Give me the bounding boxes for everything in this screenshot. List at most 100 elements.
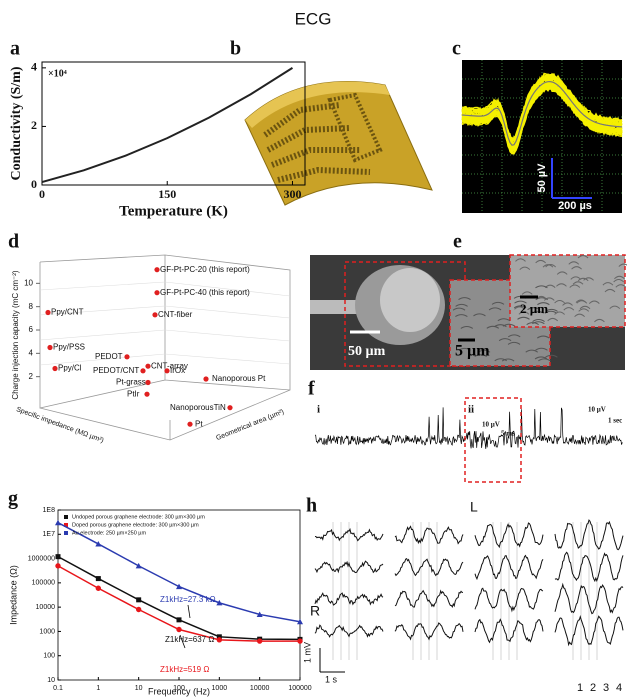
- marker: [95, 576, 101, 582]
- texture: [473, 313, 486, 317]
- texture: [535, 259, 546, 264]
- data-line: [41, 67, 294, 184]
- texture: [545, 264, 556, 268]
- trace: [474, 522, 544, 549]
- panel-label: c: [452, 38, 461, 60]
- y-tick-label: 10000: [36, 604, 56, 611]
- side-label: L: [470, 499, 478, 515]
- trace: [394, 622, 464, 641]
- y-tick-label: 2: [31, 118, 37, 132]
- texture: [474, 354, 487, 358]
- texture: [609, 305, 621, 309]
- texture: [460, 325, 474, 329]
- scale-label: 2 µm: [520, 301, 548, 316]
- texture: [488, 307, 502, 311]
- texture: [498, 338, 512, 342]
- trace: [474, 587, 544, 613]
- channel-label: 1: [577, 682, 583, 694]
- texture: [513, 305, 527, 309]
- annotation: Z1kHz=519 Ω: [160, 665, 209, 674]
- channel-label: 2: [590, 682, 596, 694]
- texture: [577, 255, 589, 259]
- y-tick-label: 10: [47, 677, 55, 684]
- texture: [570, 276, 582, 280]
- x-tick-label: 1: [96, 685, 100, 692]
- trace: [314, 560, 384, 574]
- y-tick-label: 4: [31, 60, 37, 74]
- texture: [576, 300, 588, 304]
- point-label: PtIr: [127, 389, 140, 398]
- legend-swatch: [64, 531, 68, 535]
- marker: [216, 599, 223, 606]
- figure-title: ECG: [295, 9, 332, 28]
- legend-label: Undoped porous graphene electrode: 300 µ…: [72, 514, 205, 520]
- texture: [458, 347, 471, 351]
- point-label: NanoporousTiN: [170, 403, 226, 412]
- texture: [517, 316, 530, 320]
- annotation-arrow: [179, 634, 186, 649]
- texture: [535, 285, 548, 289]
- texture: [477, 349, 491, 353]
- texture: [563, 307, 575, 311]
- texture: [538, 358, 551, 362]
- x-tick-label: 100000: [288, 685, 311, 692]
- texture: [604, 288, 616, 293]
- texture: [537, 302, 550, 306]
- texture: [526, 322, 539, 326]
- texture: [545, 308, 558, 312]
- trace: [461, 81, 623, 149]
- point-label: Ppy/Cl: [58, 364, 82, 373]
- trace: [474, 554, 544, 581]
- scale-label: 5 µm: [455, 343, 490, 360]
- point-label: Nanoporous Pt: [212, 374, 266, 383]
- y-tick-label: 0: [31, 177, 37, 191]
- z-tick-label: 6: [29, 325, 34, 334]
- texture: [507, 334, 521, 338]
- y-tick-label: 1E8: [43, 507, 56, 514]
- device-image: [244, 81, 433, 206]
- trace: [554, 551, 624, 583]
- y-tick-label: 1E7: [43, 531, 56, 538]
- texture: [525, 349, 539, 353]
- point-label: CNT-array: [151, 361, 188, 370]
- marker: [216, 634, 222, 640]
- texture: [618, 263, 627, 267]
- texture: [594, 318, 605, 323]
- zoom-box: [464, 397, 522, 483]
- x-tick-label: 300: [283, 187, 301, 201]
- texture: [545, 354, 558, 358]
- texture: [577, 277, 589, 282]
- texture: [588, 300, 600, 304]
- texture: [458, 297, 471, 301]
- z-tick-label: 8: [29, 302, 34, 311]
- texture: [571, 266, 582, 270]
- point-label: GF-Pt-PC-40 (this report): [160, 288, 250, 297]
- marker: [256, 638, 263, 644]
- point: [145, 379, 151, 386]
- x-tick-label: 0: [39, 187, 45, 201]
- marker: [176, 626, 182, 633]
- mean-trace: [461, 80, 623, 146]
- scale-label: 1 mV: [302, 642, 312, 663]
- y-tick-label: 1000000: [28, 555, 55, 562]
- point: [227, 405, 233, 411]
- x-axis-label: Frequency (Hz): [148, 686, 210, 696]
- texture: [455, 314, 468, 317]
- trace: [394, 525, 464, 545]
- texture: [554, 311, 565, 315]
- point: [164, 368, 170, 374]
- texture: [507, 341, 521, 345]
- trace: [554, 582, 624, 615]
- texture: [574, 313, 585, 318]
- point-label: PEDOT/CNT: [93, 366, 139, 375]
- texture: [534, 356, 548, 360]
- marker: [135, 562, 142, 569]
- trace: [314, 527, 384, 542]
- legend-label: Doped porous graphene electrode: 300 µm×…: [72, 522, 199, 528]
- point-label: Pt-grass: [116, 378, 146, 387]
- point: [187, 421, 193, 427]
- texture: [583, 277, 594, 281]
- panel-label: h: [306, 495, 317, 517]
- depth-axis-label: Geometrical area (µm²): [215, 408, 285, 442]
